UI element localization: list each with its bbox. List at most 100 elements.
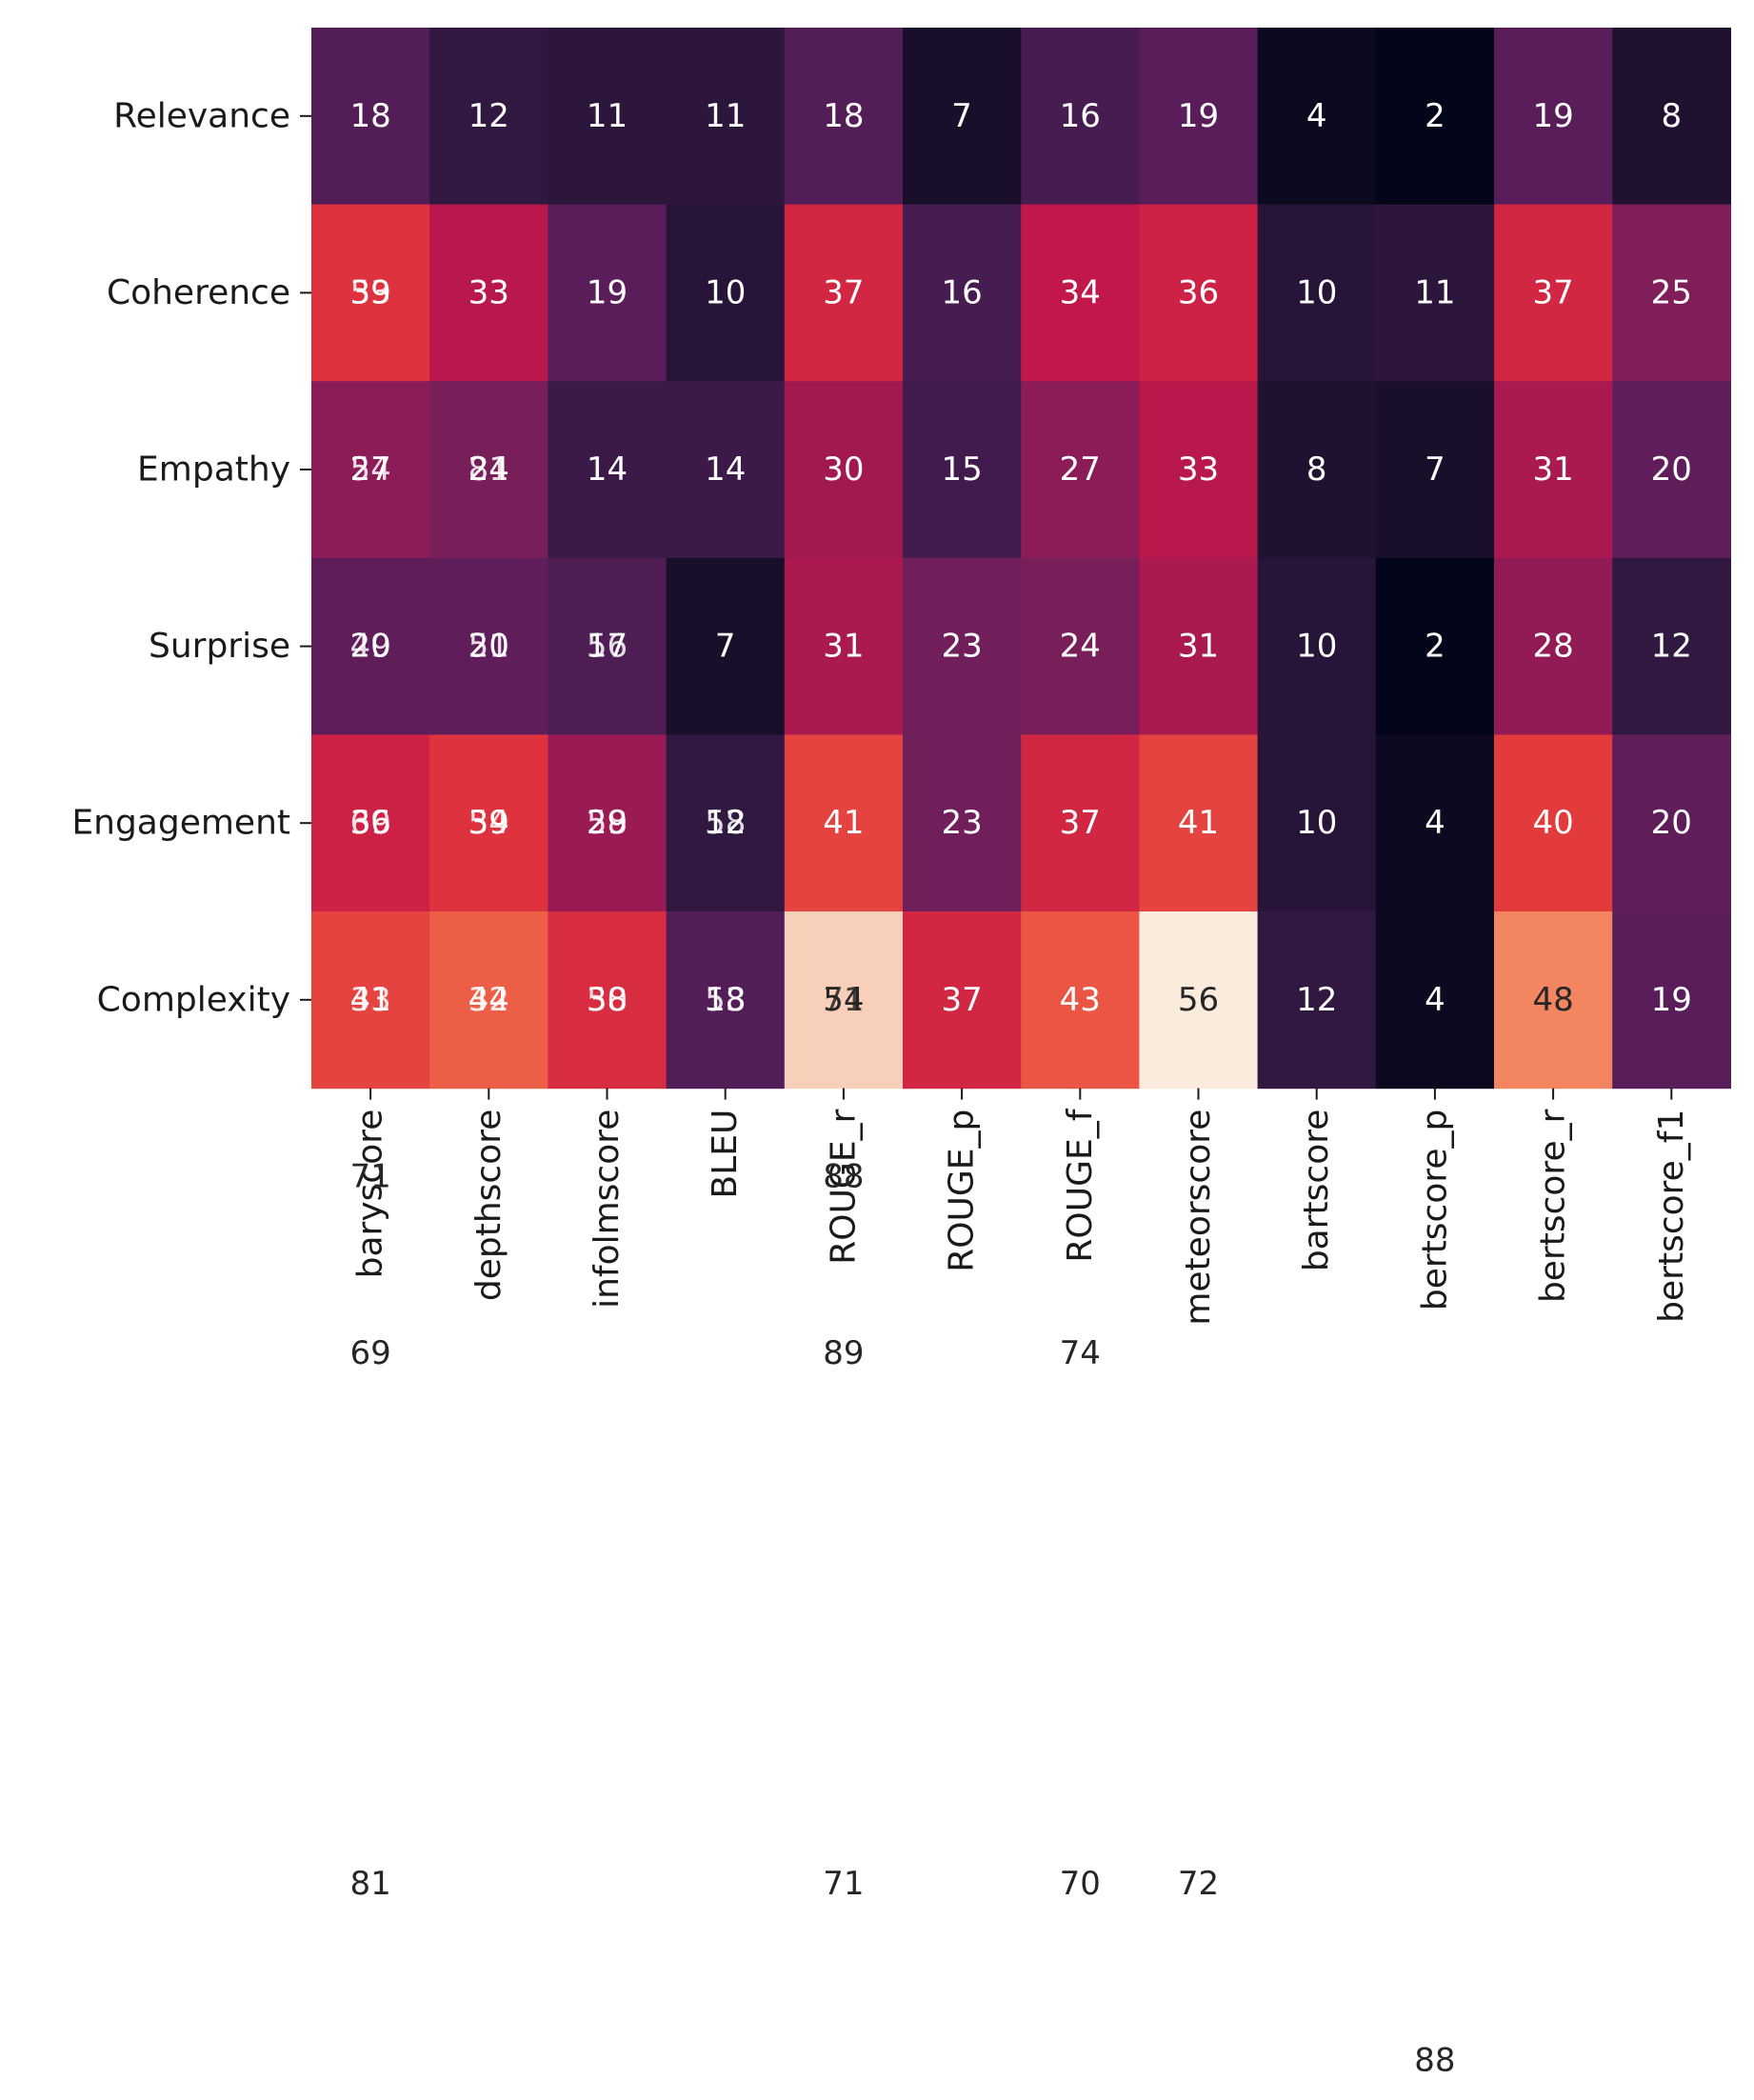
cell-value-label: 40 (1532, 804, 1573, 842)
heatmap-cell (1494, 204, 1613, 382)
x-tick-label: depthscore (469, 1110, 508, 1302)
heatmap-cell (1021, 734, 1140, 912)
y-axis: Relevance Coherence Empathy Surprise Engagem… (71, 96, 311, 1019)
heatmap-cell (1612, 381, 1731, 559)
cell-value-label-overlap: 50 (587, 981, 628, 1019)
cell-value-label-overlap: 53 (705, 981, 746, 1019)
heatmap-cell (1139, 557, 1259, 735)
x-tick-label: bertscore_f1 (1652, 1110, 1691, 1323)
heatmap-cell (311, 28, 430, 206)
cell-value-label: 10 (1296, 273, 1337, 311)
cell-value-label: 11 (1414, 273, 1455, 311)
cell-value-label-overlap: 49 (349, 628, 390, 666)
heatmap-cell (1494, 557, 1613, 735)
heatmap-cells (311, 28, 1731, 1090)
heatmap-cell-labels: 18 12 11 11 18 7 16 19 4 2 19 8 39 33 19 10 37 16 34 36 10 11… (349, 97, 1691, 1019)
heatmap-cell (429, 28, 548, 206)
cell-value-label: 39 (468, 804, 509, 842)
cell-value-label: 16 (941, 273, 982, 311)
heatmap-cell (429, 204, 548, 382)
heatmap-cell (429, 557, 548, 735)
cell-value-label: 27 (349, 450, 390, 489)
heatmap-cell (1375, 734, 1495, 912)
cell-value-label: 23 (941, 804, 982, 842)
cell-value-label: 24 (468, 450, 509, 489)
cell-value-label: 38 (587, 981, 628, 1019)
heatmap-cell (1257, 557, 1377, 735)
x-tick-label: ROUGE_r (824, 1109, 863, 1264)
cell-value-label: 31 (823, 628, 864, 666)
cell-value-label: 19 (1178, 97, 1219, 135)
cell-value-label: 8 (1306, 450, 1327, 489)
cell-value-label-overlap: 56 (587, 628, 628, 666)
cell-value-label: 18 (823, 97, 864, 135)
stray-value-label: 88 (1414, 2041, 1455, 2079)
cell-value-label-overlap: 33 (349, 981, 390, 1019)
y-tick-label: Coherence (107, 273, 290, 312)
cell-value-label: 33 (1178, 450, 1219, 489)
heatmap-cell (784, 911, 904, 1090)
cell-value-label-overlap: 54 (468, 804, 509, 842)
heatmap-cell (1494, 911, 1613, 1090)
cell-value-label: 4 (1425, 804, 1445, 842)
heatmap-cell (903, 381, 1022, 559)
cell-value-label: 11 (705, 97, 746, 135)
cell-value-label: 25 (1651, 273, 1692, 311)
cell-value-label-overlap: 58 (705, 804, 746, 842)
cell-value-label: 41 (349, 981, 390, 1019)
heatmap-cell (1612, 911, 1731, 1090)
heatmap-cell (311, 204, 430, 382)
heatmap-cell (903, 557, 1022, 735)
cell-value-label: 8 (1661, 97, 1682, 135)
cell-value-label: 20 (468, 628, 509, 666)
y-tick-label: Empathy (137, 450, 290, 490)
cell-value-label-overlap: 71 (823, 981, 864, 1019)
heatmap-cell (1257, 381, 1377, 559)
cell-value-label: 7 (715, 628, 736, 666)
heatmap-cell (666, 381, 786, 559)
stray-value-label: 70 (1060, 1865, 1101, 1903)
cell-value-label: 33 (468, 273, 509, 311)
x-tick-label: meteorscore (1179, 1110, 1218, 1326)
cell-value-label: 19 (1651, 981, 1692, 1019)
cell-value-label: 43 (1060, 981, 1101, 1019)
stray-labels: 71 88 69 89 74 81 71 70 72 88 (349, 1157, 1455, 2079)
stray-value-label: 81 (349, 1865, 390, 1903)
heatmap-cell (1375, 557, 1495, 735)
heatmap-cell (1612, 204, 1731, 382)
heatmap-cell (548, 911, 668, 1090)
heatmap-cell (548, 204, 668, 382)
heatmap-cell (1257, 28, 1377, 206)
heatmap-cell (429, 381, 548, 559)
heatmap-cell (1494, 734, 1613, 912)
heatmap-cell (1139, 911, 1259, 1090)
cell-value-label: 44 (468, 981, 509, 1019)
heatmap-cell (903, 204, 1022, 382)
cell-value-label: 54 (823, 981, 864, 1019)
heatmap-cell (1612, 28, 1731, 206)
x-tick-label: BLEU (706, 1110, 745, 1199)
heatmap-cell (1494, 28, 1613, 206)
cell-value-label: 7 (951, 97, 972, 135)
heatmap-cell (784, 204, 904, 382)
cell-value-label: 12 (1296, 981, 1337, 1019)
cell-value-label: 27 (1060, 450, 1101, 489)
heatmap-cell (429, 734, 548, 912)
heatmap-cell (311, 911, 430, 1090)
heatmap-cell (1257, 911, 1377, 1090)
x-tick-label: ROUGE_p (943, 1110, 982, 1272)
x-tick-label: infolmscore (588, 1110, 627, 1309)
heatmap-cell (1257, 204, 1377, 382)
cell-value-label: 10 (705, 273, 746, 311)
heatmap-cell (1375, 381, 1495, 559)
stray-value-label: 71 (349, 1157, 390, 1195)
heatmap-cell (1021, 381, 1140, 559)
x-tick-label: ROUGE_f (1061, 1108, 1100, 1262)
cell-value-label: 12 (1651, 628, 1692, 666)
cell-value-label: 15 (941, 450, 982, 489)
heatmap-cell (429, 911, 548, 1090)
cell-value-label: 23 (941, 628, 982, 666)
cell-value-label: 48 (1532, 981, 1573, 1019)
cell-value-label: 11 (587, 97, 628, 135)
heatmap-cell (666, 28, 786, 206)
